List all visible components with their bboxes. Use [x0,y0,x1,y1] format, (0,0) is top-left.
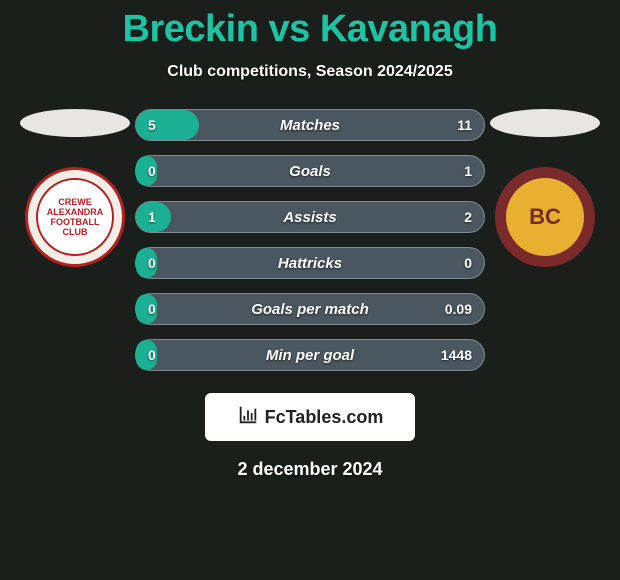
stat-bar: 0Min per goal1448 [135,339,485,371]
right-oval-shadow [490,109,600,137]
stats-bars: 5Matches110Goals11Assists20Hattricks00Go… [135,109,485,371]
stat-right-value: 0 [464,248,472,278]
page-subtitle: Club competitions, Season 2024/2025 [0,63,620,81]
stat-label: Hattricks [136,248,484,278]
stat-bar: 0Goals1 [135,155,485,187]
chart-icon [237,404,259,431]
right-club-badge-text: BC [506,178,584,256]
left-oval-shadow [20,109,130,137]
stat-bar: 5Matches11 [135,109,485,141]
right-player-col: BC [485,109,605,267]
brand-text: FcTables.com [265,407,384,428]
stat-label: Goals [136,156,484,186]
page-title: Breckin vs Kavanagh [0,0,620,51]
stat-label: Goals per match [136,294,484,324]
stat-right-value: 2 [464,202,472,232]
stat-bar: 1Assists2 [135,201,485,233]
left-club-badge-text: CREWE ALEXANDRA FOOTBALL CLUB [36,178,114,256]
right-club-badge: BC [495,167,595,267]
stat-right-value: 1 [464,156,472,186]
stat-bar: 0Goals per match0.09 [135,293,485,325]
stat-label: Min per goal [136,340,484,370]
stat-right-value: 11 [457,110,472,140]
content-row: CREWE ALEXANDRA FOOTBALL CLUB 5Matches11… [0,109,620,371]
left-player-col: CREWE ALEXANDRA FOOTBALL CLUB [15,109,135,267]
stat-label: Assists [136,202,484,232]
left-club-badge: CREWE ALEXANDRA FOOTBALL CLUB [25,167,125,267]
brand-logo: FcTables.com [205,393,415,441]
stat-right-value: 1448 [441,340,472,370]
stat-bar: 0Hattricks0 [135,247,485,279]
date-text: 2 december 2024 [0,459,620,480]
stat-right-value: 0.09 [445,294,472,324]
comparison-infographic: Breckin vs Kavanagh Club competitions, S… [0,0,620,580]
stat-label: Matches [136,110,484,140]
